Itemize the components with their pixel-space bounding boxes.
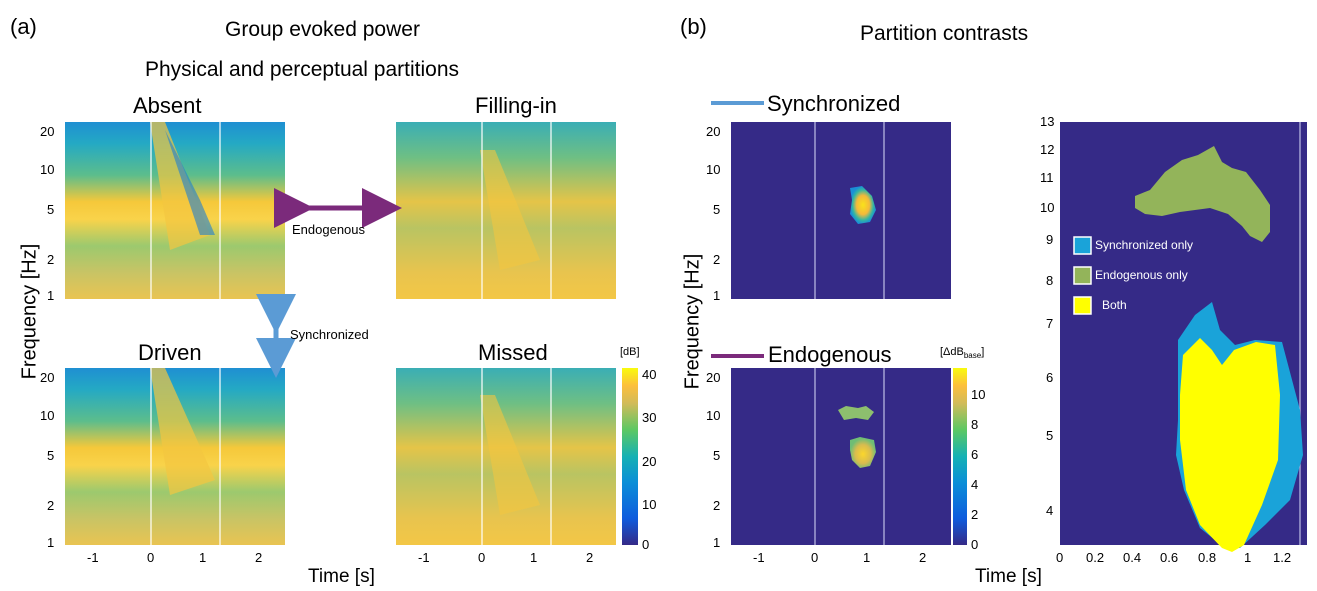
cbtick: 20 xyxy=(642,454,657,469)
ytick: 1 xyxy=(47,288,55,303)
xtick: 1 xyxy=(1244,550,1252,565)
ytick: 10 xyxy=(706,162,721,177)
xtick: 2 xyxy=(919,550,927,565)
ytick: 1 xyxy=(713,535,721,550)
overlap-plot xyxy=(1060,122,1307,552)
endogenous-only-region xyxy=(1135,146,1270,242)
ytick: 13 xyxy=(1040,114,1055,129)
ytick: 10 xyxy=(1040,200,1055,215)
subplot-title-missed: Missed xyxy=(478,340,548,365)
legend-both: Both xyxy=(1102,298,1127,312)
ytick: 1 xyxy=(47,535,55,550)
ytick: 5 xyxy=(713,448,721,463)
ytick: 20 xyxy=(40,370,55,385)
subplot-title-driven: Driven xyxy=(138,340,202,365)
panel-a-label: (a) xyxy=(10,14,37,39)
ytick: 10 xyxy=(40,162,55,177)
ytick: 11 xyxy=(1040,170,1054,185)
heatmap-absent xyxy=(65,122,285,299)
xtick: 0.6 xyxy=(1160,550,1179,565)
ytick: 2 xyxy=(713,252,721,267)
ytick: 7 xyxy=(1046,316,1054,331)
ytick: 20 xyxy=(706,370,721,385)
colorbar-ddb xyxy=(953,368,967,545)
xtick: 2 xyxy=(586,550,594,565)
ytick: 5 xyxy=(1046,428,1054,443)
panel-a-xlabel: Time [s] xyxy=(308,566,375,587)
heatmap-synchronized xyxy=(731,122,951,299)
ytick: 5 xyxy=(47,202,55,217)
cbtick: 2 xyxy=(971,507,979,522)
ytick: 4 xyxy=(1046,503,1054,518)
cbtick: 8 xyxy=(971,417,979,432)
ytick: 2 xyxy=(47,498,55,513)
ytick: 6 xyxy=(1046,370,1054,385)
synchronized-arrow-label: Synchronized xyxy=(290,327,369,342)
subplot-title-absent: Absent xyxy=(133,93,202,118)
xtick: 0.8 xyxy=(1198,550,1217,565)
xtick: -1 xyxy=(753,550,765,565)
xtick: 1.2 xyxy=(1273,550,1292,565)
panel-b-label: (b) xyxy=(680,14,707,39)
synchronized-title: Synchronized xyxy=(767,91,901,116)
ytick: 5 xyxy=(47,448,55,463)
endogenous-title: Endogenous xyxy=(768,342,892,367)
cbtick: 30 xyxy=(642,410,657,425)
legend-endo-only: Endogenous only xyxy=(1095,268,1188,282)
xtick: -1 xyxy=(418,550,430,565)
ytick: 20 xyxy=(40,124,55,139)
xtick: 0.4 xyxy=(1123,550,1142,565)
heatmap-filling-in xyxy=(396,122,616,299)
xtick: 0 xyxy=(811,550,819,565)
legend-sync-only: Synchronized only xyxy=(1095,238,1194,252)
cbtick: 40 xyxy=(642,367,657,382)
panel-b-title: Partition contrasts xyxy=(860,22,1029,45)
xtick: 0 xyxy=(478,550,486,565)
xtick: -1 xyxy=(87,550,99,565)
colorbar-unit-db: [dB] xyxy=(620,346,640,358)
cbtick: 4 xyxy=(971,477,979,492)
panel-b-ylabel: Frequency [Hz] xyxy=(681,253,704,390)
ytick: 12 xyxy=(1040,142,1055,157)
colorbar-db xyxy=(622,368,638,545)
panel-a-title-line2: Physical and perceptual partitions xyxy=(145,58,460,81)
ytick: 2 xyxy=(47,252,55,267)
subplot-title-filling-in: Filling-in xyxy=(475,93,557,118)
xtick: 0 xyxy=(147,550,155,565)
xtick: 2 xyxy=(255,550,263,565)
ytick: 20 xyxy=(706,124,721,139)
both-region xyxy=(1180,338,1280,552)
cbtick: 0 xyxy=(642,537,650,552)
panel-b-xlabel: Time [s] xyxy=(975,566,1042,587)
ytick: 9 xyxy=(1046,232,1054,247)
heatmap-endogenous xyxy=(731,368,951,545)
panel-a-title-line1: Group evoked power xyxy=(225,18,420,41)
ytick: 5 xyxy=(713,202,721,217)
cbtick: 0 xyxy=(971,537,979,552)
ytick: 10 xyxy=(40,408,55,423)
xtick: 1 xyxy=(199,550,207,565)
xtick: 0 xyxy=(1056,550,1064,565)
colorbar-unit-ddb: [ΔdBbase] xyxy=(940,346,985,361)
ytick: 1 xyxy=(713,288,721,303)
cbtick: 10 xyxy=(971,387,986,402)
ytick: 10 xyxy=(706,408,721,423)
ytick: 2 xyxy=(713,498,721,513)
cbtick: 6 xyxy=(971,447,979,462)
ytick: 8 xyxy=(1046,273,1054,288)
heatmap-driven xyxy=(65,368,285,545)
endogenous-arrow-label: Endogenous xyxy=(292,222,366,237)
panel-a-ylabel: Frequency [Hz] xyxy=(18,243,41,380)
cbtick: 10 xyxy=(642,497,657,512)
xtick: 0.2 xyxy=(1086,550,1105,565)
xtick: 1 xyxy=(863,550,871,565)
xtick: 1 xyxy=(530,550,538,565)
heatmap-missed xyxy=(396,368,616,545)
